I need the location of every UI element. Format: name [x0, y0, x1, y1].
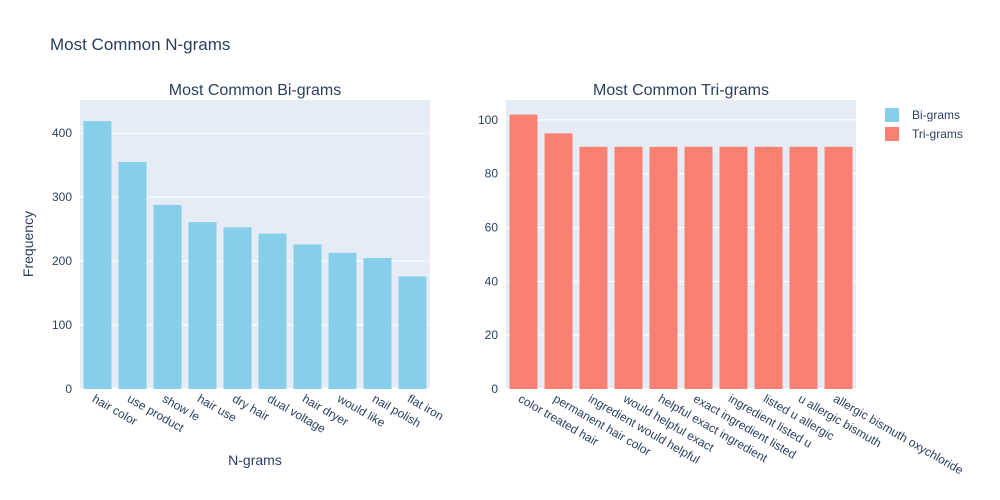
trigram-bar[interactable]	[544, 133, 573, 389]
trigram-bar[interactable]	[684, 146, 713, 389]
trigram-y-tick-label: 40	[485, 274, 499, 288]
bigram-x-axis-label: N-grams	[228, 452, 282, 468]
trigram-bar[interactable]	[719, 146, 748, 389]
trigram-bar[interactable]	[754, 146, 783, 389]
bigram-x-tick-label: hair use	[195, 391, 239, 425]
trigram-bar[interactable]	[649, 146, 678, 389]
bigram-bar[interactable]	[153, 204, 182, 389]
bigram-bar[interactable]	[363, 257, 392, 389]
bigram-y-tick-label: 0	[65, 382, 72, 396]
trigram-y-ticks: 0 20 40 60 80 100	[478, 113, 498, 396]
trigram-bar[interactable]	[824, 146, 853, 389]
trigram-bar[interactable]	[789, 146, 818, 389]
bigram-bar[interactable]	[118, 162, 147, 389]
trigram-y-tick-label: 80	[485, 167, 499, 181]
bigram-bar[interactable]	[293, 244, 322, 390]
bigram-y-ticks: 0 100 200 300 400	[52, 126, 72, 396]
legend: Bi-grams Tri-grams	[885, 108, 963, 141]
legend-swatch-trigrams	[885, 127, 899, 141]
trigram-bar[interactable]	[509, 114, 538, 389]
trigram-bar[interactable]	[579, 146, 608, 389]
legend-label-bigrams: Bi-grams	[912, 108, 960, 122]
legend-item-trigrams[interactable]: Tri-grams	[885, 127, 963, 141]
bigram-y-tick-label: 100	[52, 318, 72, 332]
bigram-y-tick-label: 200	[52, 254, 72, 268]
bigram-y-tick-label: 300	[52, 190, 72, 204]
legend-label-trigrams: Tri-grams	[912, 127, 963, 141]
trigram-y-tick-label: 100	[478, 113, 498, 127]
bigram-y-tick-label: 400	[52, 126, 72, 140]
trigram-bars	[509, 114, 853, 389]
legend-swatch-bigrams	[885, 108, 899, 122]
bigram-bar[interactable]	[223, 227, 252, 389]
trigram-subplot-title: Most Common Tri-grams	[593, 82, 769, 99]
legend-item-bigrams[interactable]: Bi-grams	[885, 108, 960, 122]
figure-title: Most Common N-grams	[50, 35, 230, 54]
trigram-panel: 0 20 40 60 80 100 color treated hairpermanent…	[478, 82, 966, 477]
bigram-bar[interactable]	[83, 121, 112, 390]
bigram-bar[interactable]	[188, 222, 217, 389]
bigram-bar[interactable]	[398, 276, 427, 389]
trigram-bar[interactable]	[614, 146, 643, 389]
bigram-bar[interactable]	[258, 233, 287, 389]
trigram-y-tick-label: 60	[485, 221, 499, 235]
trigram-y-tick-label: 20	[485, 328, 499, 342]
trigram-y-tick-label: 0	[491, 382, 498, 396]
bigram-x-tick-label: dry hair	[230, 391, 272, 423]
bigram-y-axis-label: Frequency	[20, 211, 36, 277]
bigram-bar[interactable]	[328, 252, 357, 389]
bigram-bars	[83, 121, 427, 390]
bigram-subplot-title: Most Common Bi-grams	[169, 82, 341, 99]
